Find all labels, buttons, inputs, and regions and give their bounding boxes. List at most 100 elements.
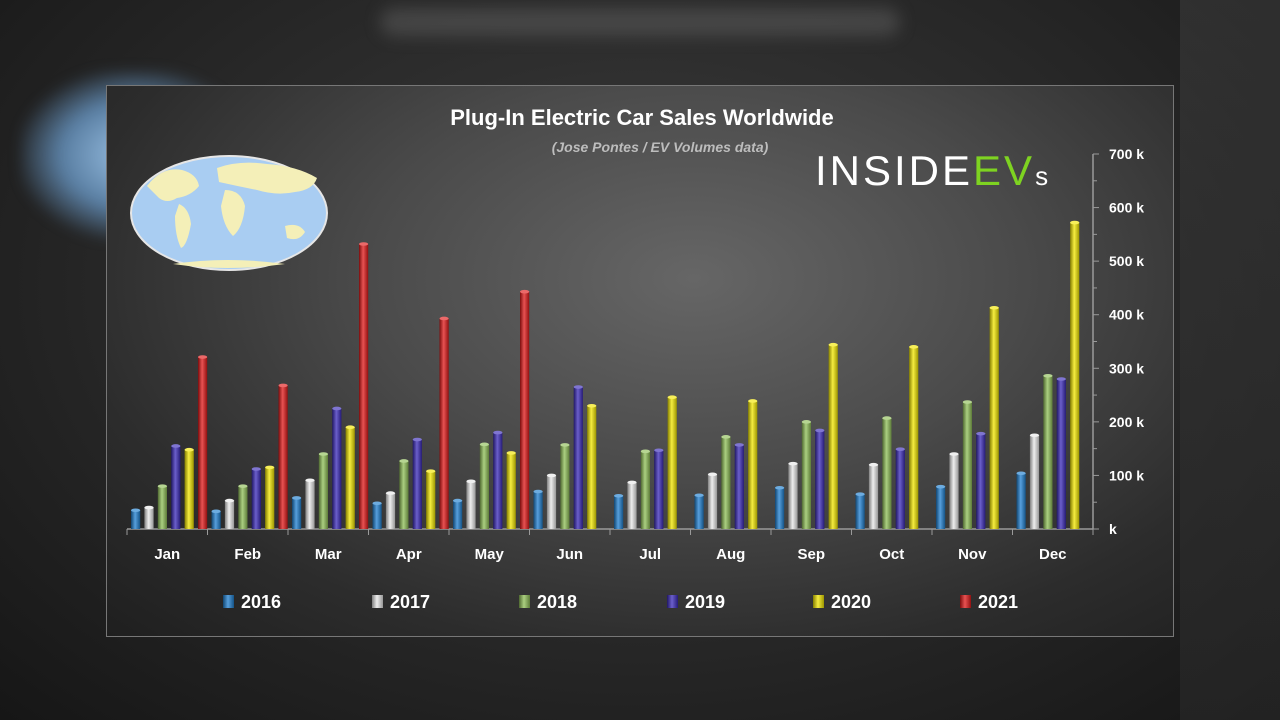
bar-2016-may	[453, 498, 463, 529]
bar-2021-apr	[439, 316, 449, 529]
legend-label: 2021	[978, 592, 1018, 612]
bar-2017-jun	[546, 473, 557, 529]
x-tick-label: Nov	[958, 546, 987, 563]
legend-label: 2017	[390, 592, 430, 612]
x-tick-label: Apr	[396, 546, 422, 563]
legend-swatch	[667, 595, 678, 608]
legend: 2016 2017 2018 2019 2020 2021	[223, 592, 1018, 612]
bar-2020-jul	[667, 395, 677, 529]
y-tick-label: 600 k	[1109, 200, 1144, 216]
legend-label: 2019	[685, 592, 725, 612]
bar-2017-feb	[224, 498, 235, 529]
bar-2017-may	[466, 479, 476, 529]
bar-2016-jan	[131, 508, 141, 529]
bar-2016-nov	[936, 484, 946, 529]
y-axis-labels: k 100 k 200 k 300 k 400 k 500 k 600 k 700 k	[1109, 146, 1144, 537]
legend-swatch	[223, 595, 234, 608]
bar-2017-aug	[707, 472, 718, 529]
bar-2018-jun	[560, 443, 570, 529]
x-tick-label: Feb	[234, 546, 261, 563]
bar-2019-nov	[976, 431, 986, 529]
legend-item-2019: 2019	[667, 592, 725, 612]
legend-item-2020: 2020	[813, 592, 871, 612]
bar-2020-apr	[426, 469, 436, 529]
bar-2018-feb	[238, 484, 248, 529]
axes	[126, 153, 1099, 535]
y-tick-label: 100 k	[1109, 467, 1144, 483]
x-tick-label: Oct	[879, 546, 904, 563]
bar-2017-jul	[627, 480, 637, 529]
bar-2017-sep	[788, 461, 798, 529]
bar-2021-may	[520, 289, 530, 529]
bar-2020-oct	[909, 345, 919, 529]
bar-2016-dec	[1016, 471, 1026, 529]
chart: Plug-In Electric Car Sales Worldwide (Jo…	[126, 105, 1144, 612]
brand-logo: INSIDEEVs	[815, 147, 1051, 194]
legend-label: 2018	[537, 592, 577, 612]
bar-2020-aug	[748, 399, 758, 529]
bar-2021-mar	[359, 242, 369, 529]
y-tick-label: k	[1109, 521, 1117, 537]
background-blur	[380, 8, 900, 36]
bar-2021-feb	[278, 383, 288, 529]
bar-2017-nov	[949, 452, 959, 529]
bar-2020-jan	[184, 447, 194, 529]
bar-2017-mar	[305, 478, 315, 529]
bar-2016-sep	[775, 485, 785, 529]
legend-swatch	[813, 595, 824, 608]
bar-2018-dec	[1043, 373, 1053, 529]
bars	[131, 220, 1080, 530]
bar-2020-nov	[989, 305, 999, 529]
bar-2016-jul	[614, 493, 624, 529]
legend-item-2021: 2021	[960, 592, 1018, 612]
y-tick-label: 400 k	[1109, 307, 1144, 323]
bar-2020-may	[506, 451, 516, 529]
bar-2016-mar	[292, 496, 302, 529]
x-tick-label: Jul	[639, 546, 661, 563]
legend-swatch	[960, 595, 971, 608]
x-axis-labels: Jan Feb Mar Apr May Jun Jul Aug Sep Oct Nov Dec	[154, 546, 1066, 563]
bar-2018-nov	[962, 400, 973, 529]
chart-title: Plug-In Electric Car Sales Worldwide	[450, 105, 833, 130]
x-tick-label: Dec	[1039, 546, 1067, 563]
x-tick-label: May	[475, 546, 505, 563]
y-tick-label: 300 k	[1109, 360, 1144, 376]
legend-label: 2016	[241, 592, 281, 612]
legend-swatch	[372, 595, 383, 608]
bar-2018-apr	[399, 459, 409, 529]
x-tick-label: Sep	[797, 546, 825, 563]
bar-2020-feb	[265, 465, 275, 529]
bar-2019-oct	[895, 447, 905, 529]
world-map-icon	[130, 155, 328, 271]
bar-2017-oct	[868, 462, 879, 529]
bar-2016-aug	[694, 493, 704, 529]
bar-2019-aug	[734, 443, 744, 529]
brand-logo-part1: INSIDE	[815, 147, 973, 194]
bar-2017-dec	[1029, 433, 1040, 529]
bar-2016-jun	[533, 489, 543, 529]
legend-item-2017: 2017	[372, 592, 430, 612]
x-tick-label: Aug	[716, 546, 745, 563]
x-tick-label: Jan	[154, 546, 180, 563]
x-tick-label: Mar	[315, 546, 342, 563]
bar-2019-mar	[332, 406, 342, 529]
bar-2018-oct	[882, 416, 892, 529]
bar-2018-jul	[640, 449, 651, 529]
bar-2019-sep	[815, 428, 825, 529]
legend-item-2018: 2018	[519, 592, 577, 612]
bar-2021-jan	[198, 355, 208, 529]
bar-2018-may	[479, 442, 489, 529]
bar-2020-dec	[1070, 220, 1080, 530]
bar-2019-may	[493, 430, 503, 529]
brand-logo-part2: EV	[973, 147, 1035, 194]
y-tick-label: 500 k	[1109, 253, 1144, 269]
chart-panel: Plug-In Electric Car Sales Worldwide (Jo…	[106, 85, 1174, 637]
bar-2020-mar	[345, 425, 355, 529]
bar-2019-jul	[654, 448, 664, 529]
legend-swatch	[519, 595, 530, 608]
bar-2016-apr	[372, 501, 382, 529]
bar-2016-feb	[211, 509, 221, 529]
bar-2019-dec	[1056, 377, 1066, 529]
bar-2019-jan	[171, 444, 181, 529]
bar-2019-jun	[573, 385, 583, 529]
